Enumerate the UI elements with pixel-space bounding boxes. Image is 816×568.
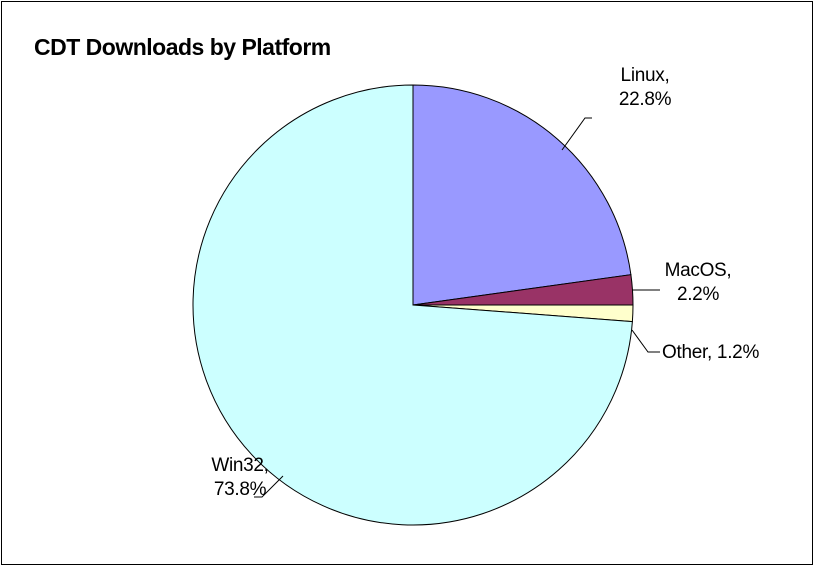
leader-line xyxy=(631,329,660,353)
data-label: Win32, 73.8% xyxy=(211,455,269,500)
pie-slice xyxy=(192,84,633,526)
leader-line xyxy=(561,117,592,151)
data-label: MacOS, 2.2% xyxy=(664,260,732,305)
chart-title: CDT Downloads by Platform xyxy=(34,34,331,60)
pie-slice xyxy=(412,84,632,306)
data-label: Linux, 22.8% xyxy=(618,65,672,110)
leader-line xyxy=(254,475,284,498)
data-label: Other, 1.2% xyxy=(662,342,760,363)
